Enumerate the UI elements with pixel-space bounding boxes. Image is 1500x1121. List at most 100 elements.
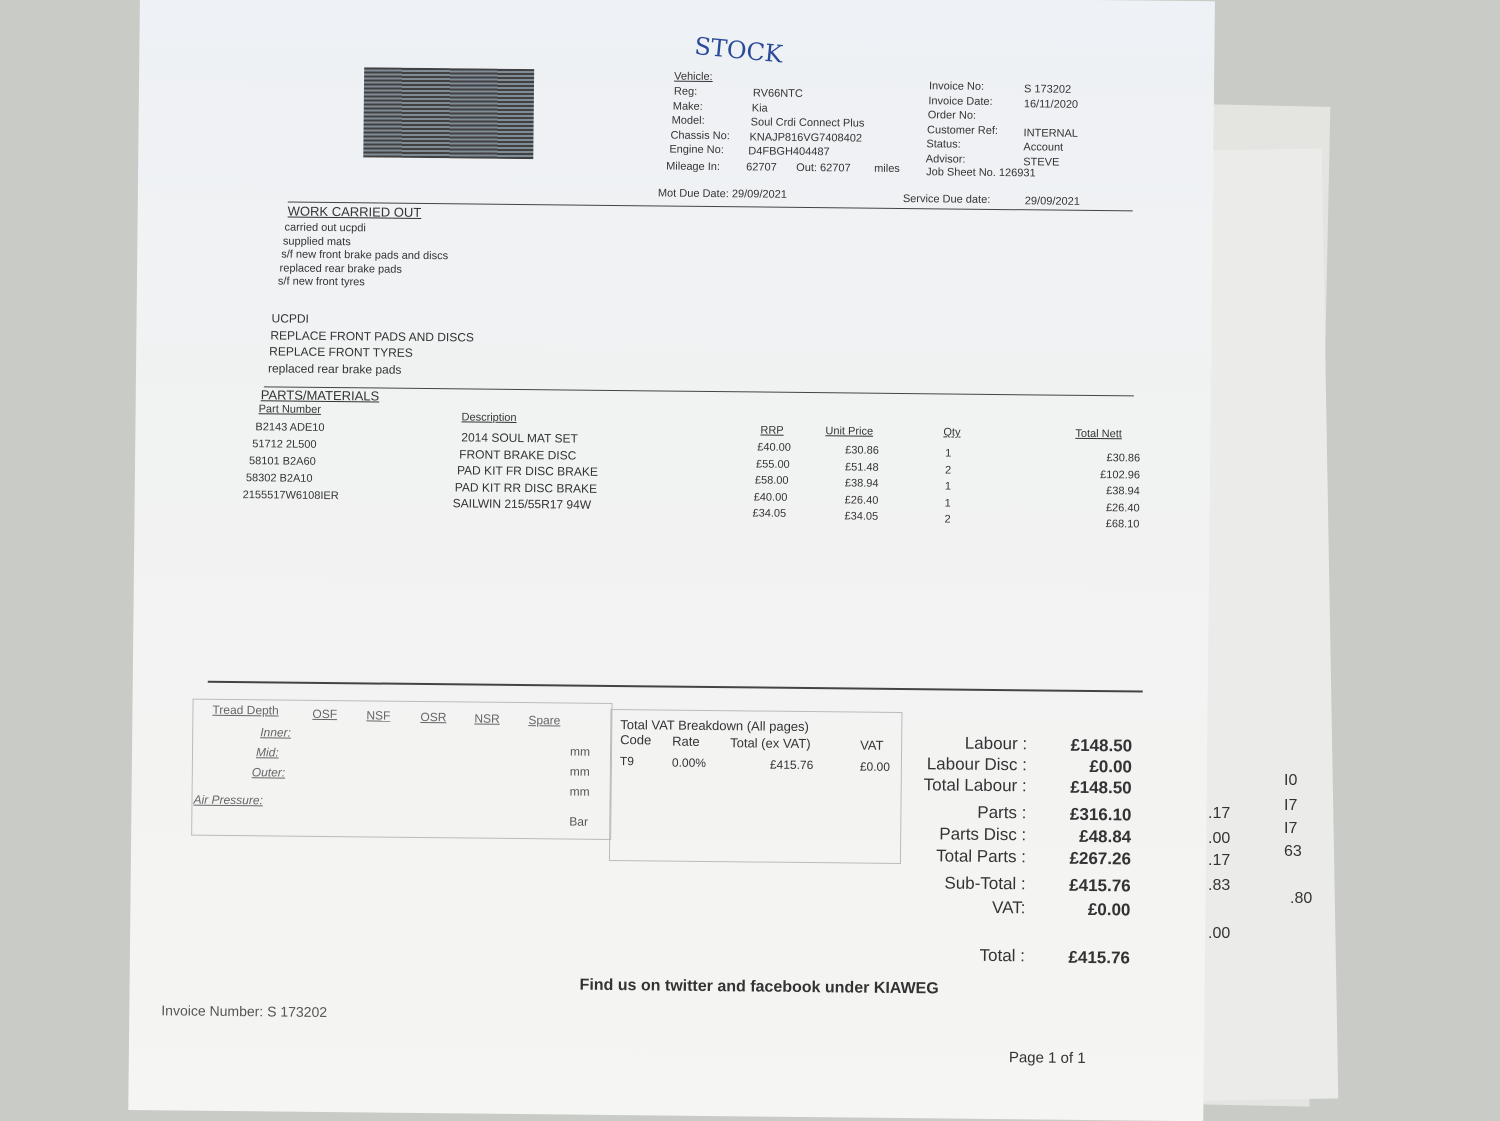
work-summary-line: UCPDI [271, 311, 309, 326]
total-value: £415.76 [1069, 875, 1131, 896]
vehicle-field-label: Chassis No: [670, 129, 730, 142]
invoice-field-label: Invoice No: [928, 80, 985, 93]
part-qty: 1 [944, 496, 951, 510]
part-total: £26.40 [1105, 501, 1140, 514]
invoice-field-label: Advisor: [925, 153, 966, 166]
stub-text: I7 [1284, 820, 1298, 837]
tread-column: NSF [366, 708, 391, 723]
mileage-label: Mileage In: [666, 160, 721, 174]
miles-unit: miles [874, 162, 900, 175]
invoice-field-label: Customer Ref: [927, 124, 999, 137]
total-value: £0.00 [1087, 899, 1131, 920]
tread-column: NSR [474, 711, 500, 726]
mileage-in: 62707 [746, 161, 777, 174]
invoice-field-value: S 173202 [1023, 83, 1072, 96]
tread-unit: mm [569, 784, 590, 799]
stub-text: .00 [1208, 830, 1231, 847]
invoice-field-label: Order No: [927, 109, 977, 122]
vehicle-heading: Vehicle: [674, 70, 713, 84]
part-total: £38.94 [1106, 485, 1140, 498]
parts-heading: PARTS/MATERIALS [260, 387, 380, 404]
part-description: FRONT BRAKE DISC [459, 446, 577, 463]
work-line: s/f new front tyres [277, 275, 365, 289]
part-rrp: £55.00 [756, 457, 790, 471]
part-number: 58302 B2A10 [245, 472, 313, 485]
total-label: Total Parts : [936, 846, 1027, 867]
vehicle-field-value: Kia [751, 102, 768, 115]
total-value: £0.00 [1089, 756, 1133, 777]
part-unit-price: £34.05 [844, 510, 879, 523]
mot-due: Mot Due Date: 29/09/2021 [657, 187, 787, 201]
page-number: Page 1 of 1 [1008, 1049, 1086, 1067]
stub-text: I0 [1284, 772, 1298, 789]
part-unit-price: £51.48 [844, 460, 879, 474]
work-line: s/f new front brake pads and discs [281, 248, 449, 263]
vat-value: 0.00% [671, 755, 707, 770]
total-value: £48.84 [1079, 826, 1132, 847]
total-label: Parts Disc : [939, 824, 1027, 845]
social-footer: Find us on twitter and facebook under KI… [579, 976, 939, 998]
part-qty: 2 [944, 513, 951, 526]
part-qty: 1 [944, 480, 952, 493]
part-rrp: £40.00 [753, 490, 788, 504]
tread-row-label: Outer: [251, 765, 286, 780]
vat-value: £415.76 [769, 757, 814, 773]
parts-column-header: Qty [943, 426, 961, 439]
parts-column-header: RRP [760, 424, 784, 437]
service-due-label: Service Due date: [902, 193, 991, 206]
work-line: replaced rear brake pads [279, 261, 402, 276]
part-rrp: £58.00 [754, 474, 789, 487]
invoice-field-label: Invoice Date: [928, 94, 993, 108]
stub-text: .83 [1208, 877, 1231, 894]
mileage-out: Out: 62707 [796, 161, 851, 175]
invoice-sheet: STOCK Vehicle: Reg: RV66NTC Make: Kia Model:… [128, 0, 1215, 1121]
stub-text: .17 [1208, 852, 1231, 869]
total-value: £267.26 [1069, 848, 1132, 869]
invoice-field-value: Account [1023, 141, 1064, 155]
part-qty: 2 [944, 463, 952, 477]
part-unit-price: £38.94 [844, 477, 879, 490]
air-pressure-label: Air Pressure: [193, 792, 263, 808]
tread-unit: mm [569, 744, 591, 759]
parts-column-header: Unit Price [825, 425, 874, 438]
vehicle-field-label: Model: [671, 114, 705, 128]
total-label: Parts : [977, 802, 1027, 823]
vehicle-field-value: RV66NTC [752, 87, 803, 100]
tread-unit: mm [569, 764, 590, 779]
total-label: Sub-Total : [944, 873, 1026, 894]
invoice-field-value: INTERNAL [1023, 127, 1079, 140]
invoice-field-value: 16/11/2020 [1023, 97, 1079, 111]
work-summary-line: REPLACE FRONT TYRES [269, 344, 413, 360]
stub-text: I7 [1284, 797, 1298, 814]
part-rrp: £40.00 [757, 441, 791, 454]
vat-value: T9 [619, 754, 635, 769]
work-line: supplied mats [282, 235, 351, 248]
total-label: Total : [979, 945, 1026, 966]
invoice-field-label: Status: [926, 138, 961, 151]
total-value: £316.10 [1069, 804, 1132, 825]
part-total: £102.96 [1100, 468, 1141, 481]
vehicle-field-label: Make: [672, 100, 703, 113]
part-qty: 1 [945, 447, 952, 460]
parts-column-header: Part Number [258, 403, 322, 416]
total-label: Labour Disc : [926, 754, 1028, 775]
divider [207, 680, 1143, 693]
part-number: B2143 ADE10 [255, 421, 325, 434]
work-heading: WORK CARRIED OUT [287, 203, 422, 220]
parts-column-header: Total Nett [1075, 427, 1122, 441]
part-rrp: £34.05 [752, 507, 787, 520]
vat-column: Code [620, 732, 652, 748]
part-number: 2155517W6108IER [242, 489, 339, 503]
divider [263, 386, 1134, 397]
total-value: £148.50 [1070, 735, 1133, 756]
handwritten-note: STOCK [693, 32, 784, 69]
work-summary-line: replaced rear brake pads [267, 360, 402, 377]
work-summary-line: REPLACE FRONT PADS AND DISCS [270, 327, 475, 345]
service-due: 29/09/2021 [1024, 195, 1080, 208]
vehicle-field-label: Engine No: [669, 143, 724, 157]
total-label: VAT: [991, 897, 1026, 918]
part-description: SAILWIN 215/55R17 94W [452, 496, 592, 512]
vehicle-field-value: KNAJP816VG7408402 [749, 131, 863, 145]
tread-column: OSF [312, 706, 338, 722]
